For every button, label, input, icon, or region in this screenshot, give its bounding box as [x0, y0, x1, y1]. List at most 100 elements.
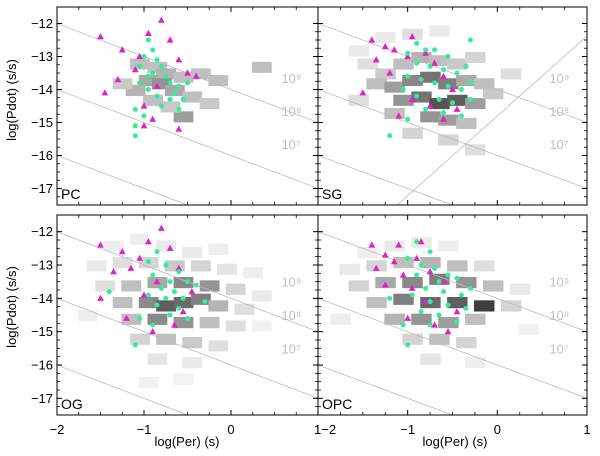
heatmap-cell	[420, 257, 441, 269]
data-point-circle	[445, 272, 451, 278]
heatmap-cell	[95, 280, 116, 292]
heatmap-cell	[429, 98, 450, 110]
data-point-circle	[137, 80, 143, 86]
y-axis-label-top: log(Pdot) (s/s)	[4, 59, 19, 141]
heatmap-cell	[366, 297, 387, 309]
data-point-circle	[436, 312, 442, 318]
heatmap-cell	[143, 94, 163, 106]
heatmap-cell	[190, 293, 211, 305]
heatmap-cell	[509, 283, 531, 295]
data-point-circle	[193, 282, 199, 288]
data-point-triangle	[426, 102, 434, 109]
heatmap-cell	[393, 94, 414, 106]
data-point-circle	[427, 63, 433, 69]
heatmap-cell	[173, 297, 194, 309]
heatmap-cell	[173, 277, 194, 289]
heatmap-cell	[251, 320, 272, 332]
iso-line	[57, 364, 189, 415]
iso-label: 10⁸	[281, 104, 301, 119]
data-point-triangle	[399, 271, 407, 278]
heatmap-cell	[429, 333, 450, 345]
data-point-circle	[454, 319, 460, 325]
data-point-circle	[463, 63, 469, 69]
data-point-circle	[145, 37, 151, 43]
panel-opc: 10⁹ 10⁸ 10⁷ OPC −1 0 1	[317, 214, 591, 437]
data-point-circle	[171, 289, 177, 295]
data-point-circle	[167, 80, 173, 86]
x-tick-label: 1−2	[314, 422, 336, 437]
iso-label: 10⁸	[281, 308, 301, 323]
data-point-circle	[414, 239, 420, 245]
data-point-circle	[450, 100, 455, 106]
data-point-circle	[185, 279, 190, 285]
data-point-triangle	[395, 241, 403, 248]
panel-pc: 10⁹ 10⁸ 10⁷ PC −12 −13 −14 −15 −16 −17	[31, 6, 319, 206]
heatmap-cell	[103, 240, 124, 252]
heatmap-cell	[164, 260, 185, 272]
data-point-circle	[454, 275, 460, 281]
panel-label: OG	[61, 396, 83, 412]
iso-label: 10⁷	[281, 341, 300, 356]
heatmap-cell	[438, 240, 459, 252]
heatmap-cell	[199, 280, 220, 292]
heatmap-cell	[125, 84, 146, 96]
heatmap-cell	[348, 94, 369, 106]
data-point-circle	[150, 70, 156, 76]
heatmap-cell	[357, 247, 378, 259]
y-tick-label: −12	[31, 16, 53, 31]
heatmap-cell	[130, 233, 150, 245]
data-point-circle	[137, 315, 143, 321]
heatmap-cell	[456, 74, 477, 87]
data-point-circle	[436, 96, 442, 102]
data-point-circle	[432, 80, 438, 86]
heatmap-cell	[465, 313, 486, 325]
heatmap-cell	[465, 98, 486, 110]
data-point-triangle	[381, 251, 389, 258]
heatmap-cell	[225, 320, 246, 332]
data-point-triangle	[386, 69, 394, 76]
data-point-triangle	[118, 248, 126, 255]
y-tick-label: −14	[31, 82, 53, 97]
heatmap-cell	[375, 68, 396, 80]
data-point-circle	[414, 60, 420, 66]
data-point-circle	[176, 305, 182, 311]
data-point-circle	[176, 269, 182, 275]
data-point-circle	[418, 77, 424, 83]
data-point-triangle	[368, 241, 376, 248]
heatmap-cell	[500, 68, 522, 80]
data-point-triangle	[97, 33, 104, 40]
heatmap-cell	[138, 297, 159, 309]
data-point-circle	[418, 262, 424, 268]
data-point-triangle	[453, 308, 461, 315]
x-tick-label: 0	[494, 422, 501, 437]
data-point-circle	[427, 299, 433, 305]
heatmap-cell	[234, 303, 255, 315]
heatmap-cell	[456, 277, 477, 289]
data-point-circle	[163, 73, 169, 79]
data-point-circle	[145, 292, 151, 298]
data-point-triangle	[171, 321, 178, 328]
data-point-circle	[458, 113, 464, 119]
data-point-triangle	[368, 36, 376, 43]
iso-label: 10⁷	[549, 137, 568, 152]
data-point-triangle	[417, 238, 425, 245]
data-point-circle	[436, 279, 442, 285]
heatmap-cell	[447, 297, 468, 309]
data-point-circle	[445, 83, 451, 89]
heatmap-cell	[121, 280, 142, 292]
heatmap-cell	[393, 257, 414, 269]
heatmap-cell	[138, 74, 159, 87]
data-point-circle	[454, 70, 460, 76]
data-point-circle	[176, 106, 182, 112]
data-point-triangle	[426, 268, 434, 275]
heatmap-cell	[438, 317, 459, 329]
data-point-circle	[467, 96, 473, 102]
heatmap-cell	[147, 313, 168, 325]
data-point-circle	[150, 322, 156, 328]
data-point-triangle	[101, 89, 109, 96]
heatmap-cell	[330, 313, 351, 325]
data-point-circle	[163, 262, 169, 268]
y-tick-label: −14	[31, 291, 53, 306]
data-point-triangle	[413, 254, 421, 261]
data-point-triangle	[422, 49, 429, 56]
